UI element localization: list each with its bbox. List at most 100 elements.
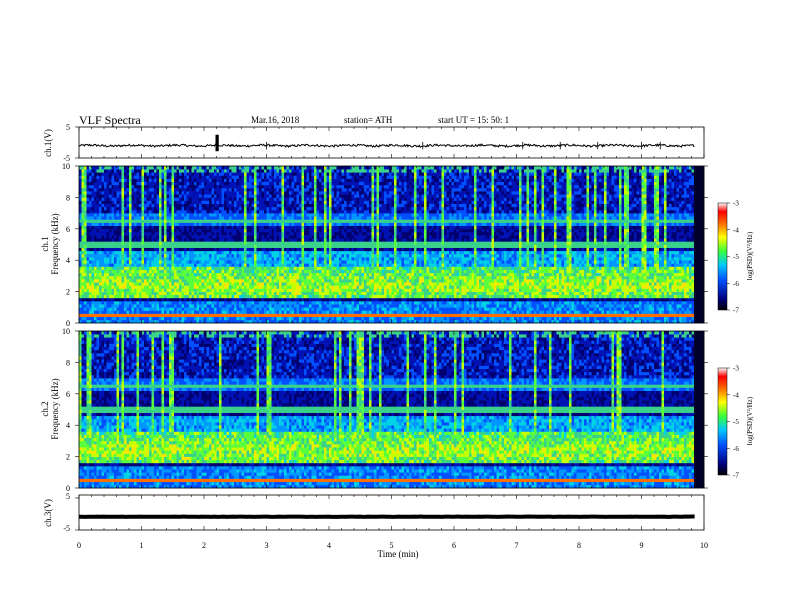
spectrogram-cell <box>627 301 630 304</box>
spectrogram-cell <box>204 273 207 276</box>
spectrogram-cell <box>102 270 105 273</box>
spectrogram-cell <box>534 276 537 279</box>
spectrogram-cell <box>647 285 650 288</box>
spectrogram-cell <box>249 276 252 279</box>
spectrogram-cell <box>552 292 555 295</box>
spectrogram-cell <box>567 317 570 320</box>
spectrogram-cell <box>307 285 310 288</box>
spectrogram-cell <box>477 317 480 320</box>
spectrogram-cell <box>82 260 85 263</box>
spectrogram-cell <box>412 270 415 273</box>
spectrogram-cell <box>309 279 312 282</box>
spectrogram-cell <box>459 288 462 291</box>
spectrogram-cell <box>482 282 485 285</box>
spectrogram-cell <box>327 288 330 291</box>
spectrogram-cell <box>607 263 610 266</box>
spectrogram-cell <box>152 304 155 307</box>
spectrogram-cell <box>532 266 535 269</box>
spectrogram-cell <box>539 317 542 320</box>
spectrogram-cell <box>92 270 95 273</box>
spectrogram-cell <box>382 276 385 279</box>
spectrogram-cell <box>357 282 360 285</box>
spectrogram-cell <box>277 310 280 313</box>
spectrogram-cell <box>229 301 232 304</box>
spectrogram-cell <box>567 273 570 276</box>
spectrogram-cell <box>189 288 192 291</box>
spectrogram-cell <box>387 301 390 304</box>
spectrogram-cell <box>139 295 142 298</box>
spectrogram-cell <box>582 295 585 298</box>
spectrogram-cell <box>529 310 532 313</box>
spectrogram-cell <box>312 263 315 266</box>
spectrogram-cell <box>589 310 592 313</box>
spectrogram-cell <box>367 288 370 291</box>
spectrogram-cell <box>117 270 120 273</box>
spectrogram-cell <box>382 260 385 263</box>
spectrogram-cell <box>637 292 640 295</box>
spectrogram-cell <box>262 273 265 276</box>
spectrogram-cell <box>409 307 412 310</box>
spectrogram-cell <box>274 310 277 313</box>
spectrogram-cell <box>687 292 690 295</box>
spectrogram-cell <box>567 279 570 282</box>
spectrogram-cell <box>377 314 380 317</box>
spectrogram-cell <box>687 285 690 288</box>
spectrogram-cell <box>564 288 567 291</box>
spectrogram-cell <box>469 285 472 288</box>
spectrogram-cell <box>442 266 445 269</box>
spectrogram-cell <box>324 279 327 282</box>
spectrogram-cell <box>159 292 162 295</box>
spectrogram-cell <box>584 314 587 317</box>
spectrogram-cell <box>379 270 382 273</box>
spectrogram-cell <box>274 285 277 288</box>
spectrogram-cell <box>592 282 595 285</box>
spectrogram-cell <box>314 292 317 295</box>
spectrogram-cell <box>134 270 137 273</box>
spectrogram-cell <box>487 292 490 295</box>
spectrogram-cell <box>472 295 475 298</box>
spectrogram-cell <box>164 307 167 310</box>
spectrogram-cell <box>662 304 665 307</box>
spectrogram-cell <box>359 285 362 288</box>
spectrogram-cell <box>697 270 700 273</box>
spectrogram-cell <box>292 282 295 285</box>
spectrogram-cell <box>184 314 187 317</box>
spectrogram-cell <box>354 295 357 298</box>
spectrogram-cell <box>457 310 460 313</box>
spectrogram-cell <box>189 276 192 279</box>
spectrogram-cell <box>467 263 470 266</box>
spectrogram-cell <box>542 282 545 285</box>
spectrogram-cell <box>154 282 157 285</box>
spectrogram-cell <box>287 285 290 288</box>
spectrogram-cell <box>167 260 170 263</box>
spectrogram-cell <box>312 282 315 285</box>
spectrogram-cell <box>337 270 340 273</box>
spectrogram-cell <box>662 314 665 317</box>
spectrogram-cell <box>527 263 530 266</box>
spectrogram-cell <box>159 301 162 304</box>
spectrogram-cell <box>99 295 102 298</box>
spectrogram-cell <box>122 298 125 301</box>
spectrogram-cell <box>342 285 345 288</box>
spectrogram-cell <box>127 295 130 298</box>
spectrogram-cell <box>144 295 147 298</box>
spectrogram-cell <box>152 273 155 276</box>
spectrogram-cell <box>502 310 505 313</box>
spectrogram-cell <box>679 298 682 301</box>
spectrogram-cell <box>499 266 502 269</box>
spectrogram-cell <box>97 298 100 301</box>
spectrogram-cell <box>599 266 602 269</box>
spectrogram-cell <box>612 295 615 298</box>
spectrogram-cell <box>189 266 192 269</box>
spectrogram-cell <box>412 288 415 291</box>
spectrogram-cell <box>567 263 570 266</box>
spectrogram-cell <box>537 292 540 295</box>
spectrogram-cell <box>134 298 137 301</box>
spectrogram-cell <box>147 295 150 298</box>
spectrogram-cell <box>617 307 620 310</box>
spectrogram-cell <box>634 279 637 282</box>
spectrogram-cell <box>277 292 280 295</box>
spectrogram-cell <box>442 304 445 307</box>
spectrogram-cell <box>564 292 567 295</box>
spectrogram-cell <box>672 285 675 288</box>
